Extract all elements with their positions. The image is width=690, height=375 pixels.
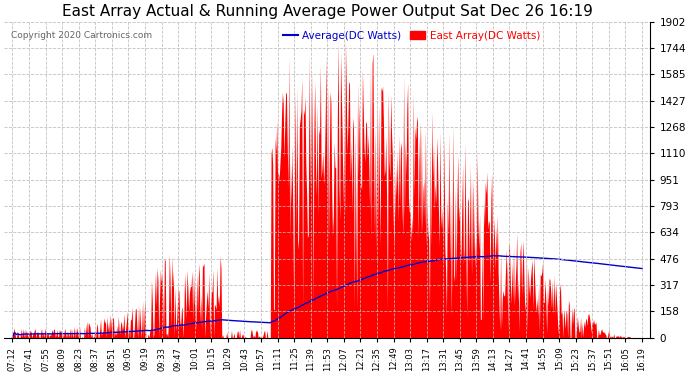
Title: East Array Actual & Running Average Power Output Sat Dec 26 16:19: East Array Actual & Running Average Powe… xyxy=(62,4,593,19)
Legend: Average(DC Watts), East Array(DC Watts): Average(DC Watts), East Array(DC Watts) xyxy=(278,27,544,45)
Text: Copyright 2020 Cartronics.com: Copyright 2020 Cartronics.com xyxy=(10,31,152,40)
